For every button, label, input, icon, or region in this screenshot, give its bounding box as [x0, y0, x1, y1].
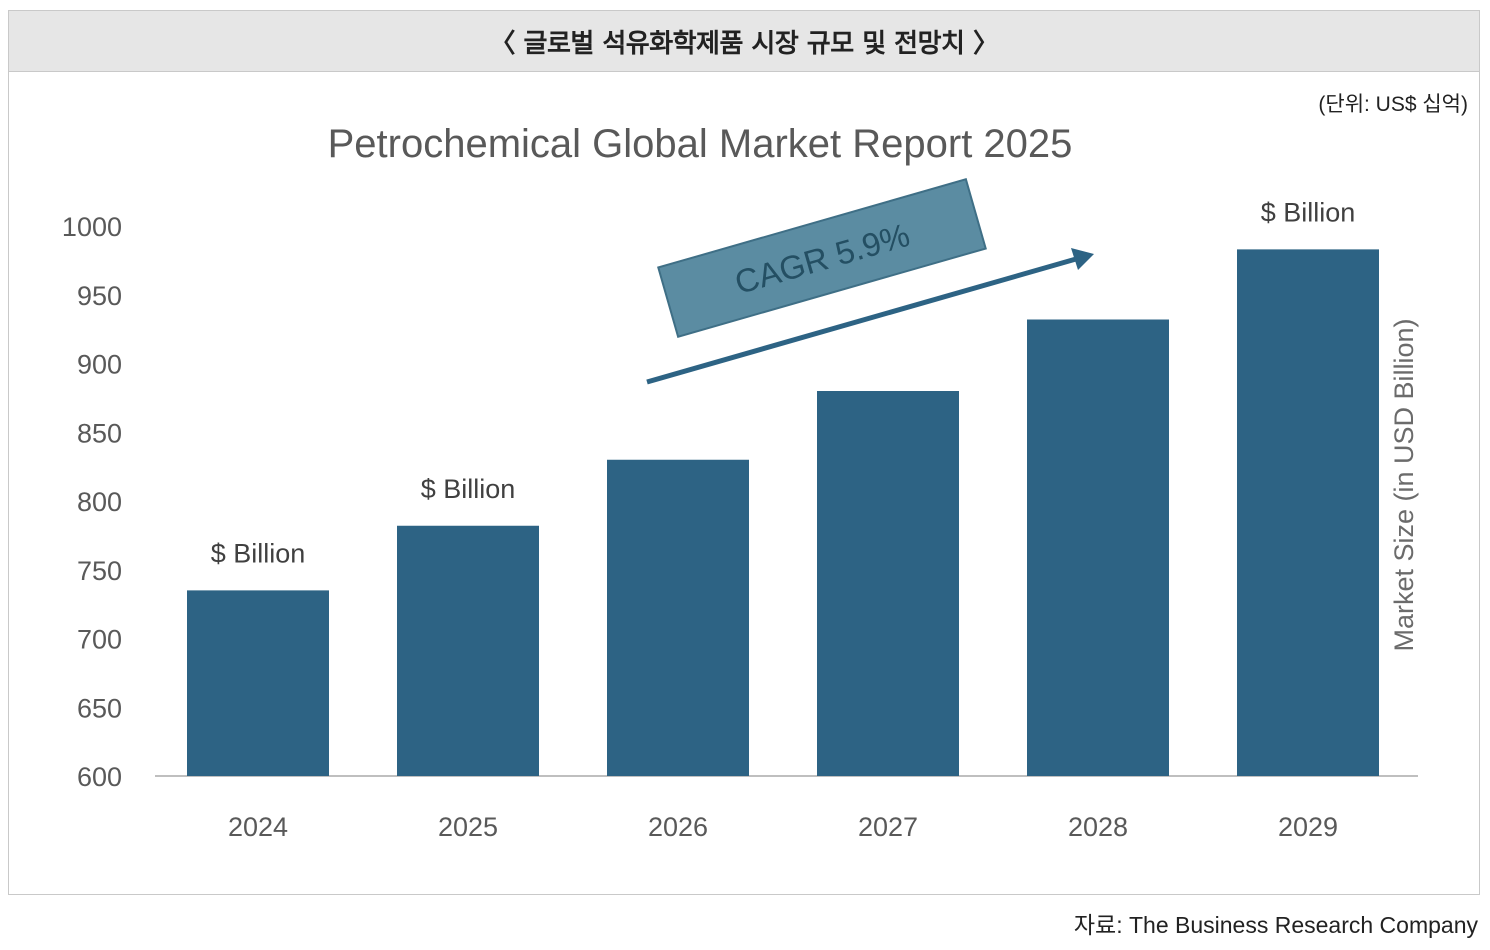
bar-data-label: $ Billion [1261, 197, 1356, 227]
y-tick-label: 1000 [62, 212, 122, 242]
source-label: 자료: The Business Research Company [1073, 912, 1478, 938]
x-tick-label: 2028 [1068, 812, 1128, 842]
x-tick-label: 2027 [858, 812, 918, 842]
chart-header-title: 〈 글로벌 석유화학제품 시장 규모 및 전망치 〉 [8, 10, 1480, 72]
cagr-box [657, 178, 987, 338]
bar-2024 [187, 590, 329, 776]
y-tick-label: 850 [77, 418, 122, 448]
unit-label: (단위: US$ 십억) [1318, 93, 1468, 116]
y-tick-label: 900 [77, 350, 122, 380]
bars [187, 249, 1379, 776]
bar-2026 [607, 459, 749, 776]
bar-data-label: $ Billion [211, 538, 306, 568]
x-tick-label: 2024 [228, 812, 288, 842]
x-tick-label: 2029 [1278, 812, 1338, 842]
x-axis-ticks: 2024 2025 2026 2027 2028 2029 [228, 812, 1338, 842]
data-labels: $ Billion $ Billion $ Billion [211, 197, 1356, 568]
bar-data-label: $ Billion [421, 474, 516, 504]
bar-2027 [817, 391, 959, 776]
bar-2029 [1237, 249, 1379, 776]
bar-2028 [1027, 319, 1169, 776]
y-tick-label: 800 [77, 487, 122, 517]
bar-2025 [397, 525, 539, 776]
trend-arrow [646, 248, 1094, 385]
y-tick-label: 700 [77, 625, 122, 655]
cagr-annotation: CAGR 5.9% [657, 178, 987, 338]
chart-title: Petrochemical Global Market Report 2025 [328, 122, 1073, 166]
y-axis-ticks: 600 650 700 750 800 850 900 950 1000 [62, 212, 122, 792]
y-tick-label: 950 [77, 281, 122, 311]
y-axis-label: Market Size (in USD Billion) [1389, 318, 1419, 651]
y-tick-label: 750 [77, 556, 122, 586]
y-tick-label: 600 [77, 762, 122, 792]
y-tick-label: 650 [77, 693, 122, 723]
x-tick-label: 2026 [648, 812, 708, 842]
x-tick-label: 2025 [438, 812, 498, 842]
